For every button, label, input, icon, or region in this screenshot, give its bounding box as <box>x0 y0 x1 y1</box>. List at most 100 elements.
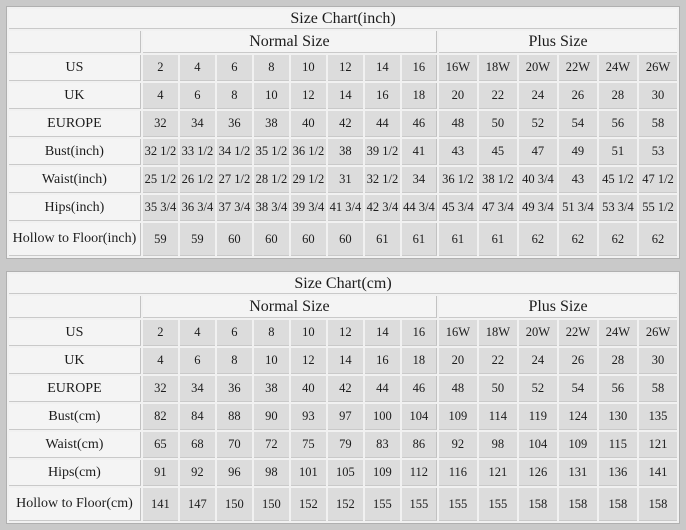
size-value-cell: 60 <box>216 223 252 256</box>
size-value-cell: 38 <box>253 376 289 402</box>
size-value-cell: 47 1/2 <box>638 167 678 193</box>
size-value-cell: 2 <box>142 55 178 81</box>
row-label: EUROPE <box>8 111 141 137</box>
size-value-cell: 53 <box>638 139 678 165</box>
size-value-cell: 101 <box>290 460 326 486</box>
size-value-cell: 49 3/4 <box>518 195 557 221</box>
size-value-cell: 121 <box>638 432 678 458</box>
size-value-cell: 34 <box>179 376 215 402</box>
size-value-cell: 18 <box>401 348 437 374</box>
size-value-cell: 59 <box>179 223 215 256</box>
size-value-cell: 44 3/4 <box>401 195 437 221</box>
size-value-cell: 83 <box>364 432 400 458</box>
size-value-cell: 62 <box>638 223 678 256</box>
size-value-cell: 60 <box>327 223 363 256</box>
row-label: Hips(inch) <box>8 195 141 221</box>
size-value-cell: 72 <box>253 432 289 458</box>
size-value-cell: 115 <box>598 432 637 458</box>
size-value-cell: 53 3/4 <box>598 195 637 221</box>
size-value-cell: 62 <box>558 223 597 256</box>
size-value-cell: 60 <box>290 223 326 256</box>
size-value-cell: 25 1/2 <box>142 167 178 193</box>
size-value-cell: 30 <box>638 348 678 374</box>
size-value-cell: 75 <box>290 432 326 458</box>
group-header-row: Normal Size Plus Size <box>8 296 678 318</box>
size-value-cell: 141 <box>142 488 178 521</box>
size-value-cell: 24W <box>598 320 637 346</box>
size-value-cell: 35 3/4 <box>142 195 178 221</box>
size-value-cell: 105 <box>327 460 363 486</box>
size-value-cell: 158 <box>598 488 637 521</box>
table-row: EUROPE 32 34 36 38 40 42 44 46 48 50 52 54 56 58 <box>8 376 678 402</box>
size-value-cell: 155 <box>364 488 400 521</box>
size-value-cell: 20W <box>518 55 557 81</box>
size-value-cell: 136 <box>598 460 637 486</box>
size-value-cell: 18W <box>478 55 517 81</box>
size-value-cell: 38 <box>253 111 289 137</box>
size-value-cell: 22 <box>478 83 517 109</box>
size-value-cell: 6 <box>216 55 252 81</box>
size-value-cell: 16 <box>401 55 437 81</box>
size-value-cell: 62 <box>598 223 637 256</box>
size-chart-inch-table: Size Chart(inch) Normal Size Plus Size U… <box>5 6 681 259</box>
size-value-cell: 58 <box>638 111 678 137</box>
size-value-cell: 28 <box>598 348 637 374</box>
size-value-cell: 55 1/2 <box>638 195 678 221</box>
size-value-cell: 65 <box>142 432 178 458</box>
table-row: US 2 4 6 8 10 12 14 16 16W 18W 20W 22W 24W 26W <box>8 55 678 81</box>
size-value-cell: 158 <box>638 488 678 521</box>
size-chart-inch-body: US 2 4 6 8 10 12 14 16 16W 18W 20W 22W 24W 26W UK 4 6 8 10 1… <box>8 55 678 256</box>
size-value-cell: 109 <box>364 460 400 486</box>
size-value-cell: 27 1/2 <box>216 167 252 193</box>
size-value-cell: 18 <box>401 83 437 109</box>
size-value-cell: 84 <box>179 404 215 430</box>
size-value-cell: 109 <box>438 404 477 430</box>
table-row: EUROPE 32 34 36 38 40 42 44 46 48 50 52 54 56 58 <box>8 111 678 137</box>
size-value-cell: 158 <box>518 488 557 521</box>
size-value-cell: 22W <box>558 320 597 346</box>
size-value-cell: 155 <box>401 488 437 521</box>
size-value-cell: 104 <box>518 432 557 458</box>
table-row: Hollow to Floor(cm) 141 147 150 150 152 152 155… <box>8 488 678 521</box>
size-value-cell: 43 <box>558 167 597 193</box>
title-row: Size Chart(cm) <box>8 274 678 294</box>
size-value-cell: 32 <box>142 111 178 137</box>
row-label: US <box>8 320 141 346</box>
size-value-cell: 150 <box>253 488 289 521</box>
group-header-row: Normal Size Plus Size <box>8 31 678 53</box>
size-value-cell: 131 <box>558 460 597 486</box>
size-value-cell: 8 <box>253 320 289 346</box>
size-value-cell: 16 <box>401 320 437 346</box>
size-value-cell: 61 <box>478 223 517 256</box>
size-value-cell: 10 <box>253 83 289 109</box>
size-value-cell: 14 <box>364 55 400 81</box>
size-value-cell: 56 <box>598 111 637 137</box>
size-value-cell: 119 <box>518 404 557 430</box>
size-value-cell: 29 1/2 <box>290 167 326 193</box>
size-value-cell: 48 <box>438 111 477 137</box>
size-value-cell: 92 <box>179 460 215 486</box>
size-value-cell: 96 <box>216 460 252 486</box>
normal-size-header: Normal Size <box>142 296 437 318</box>
size-value-cell: 60 <box>253 223 289 256</box>
size-value-cell: 4 <box>142 83 178 109</box>
size-value-cell: 46 <box>401 111 437 137</box>
size-value-cell: 26 1/2 <box>179 167 215 193</box>
size-value-cell: 10 <box>290 320 326 346</box>
size-value-cell: 28 1/2 <box>253 167 289 193</box>
size-value-cell: 112 <box>401 460 437 486</box>
size-value-cell: 24W <box>598 55 637 81</box>
size-value-cell: 126 <box>518 460 557 486</box>
size-chart-cm-table: Size Chart(cm) Normal Size Plus Size US 2… <box>5 271 681 524</box>
size-value-cell: 32 1/2 <box>364 167 400 193</box>
size-value-cell: 35 1/2 <box>253 139 289 165</box>
size-value-cell: 31 <box>327 167 363 193</box>
size-value-cell: 38 <box>327 139 363 165</box>
size-value-cell: 152 <box>290 488 326 521</box>
size-value-cell: 82 <box>142 404 178 430</box>
size-value-cell: 98 <box>253 460 289 486</box>
size-value-cell: 104 <box>401 404 437 430</box>
size-value-cell: 24 <box>518 348 557 374</box>
size-value-cell: 34 1/2 <box>216 139 252 165</box>
table-row: Bust(inch) 32 1/2 33 1/2 34 1/2 35 1/2 36 1/2… <box>8 139 678 165</box>
